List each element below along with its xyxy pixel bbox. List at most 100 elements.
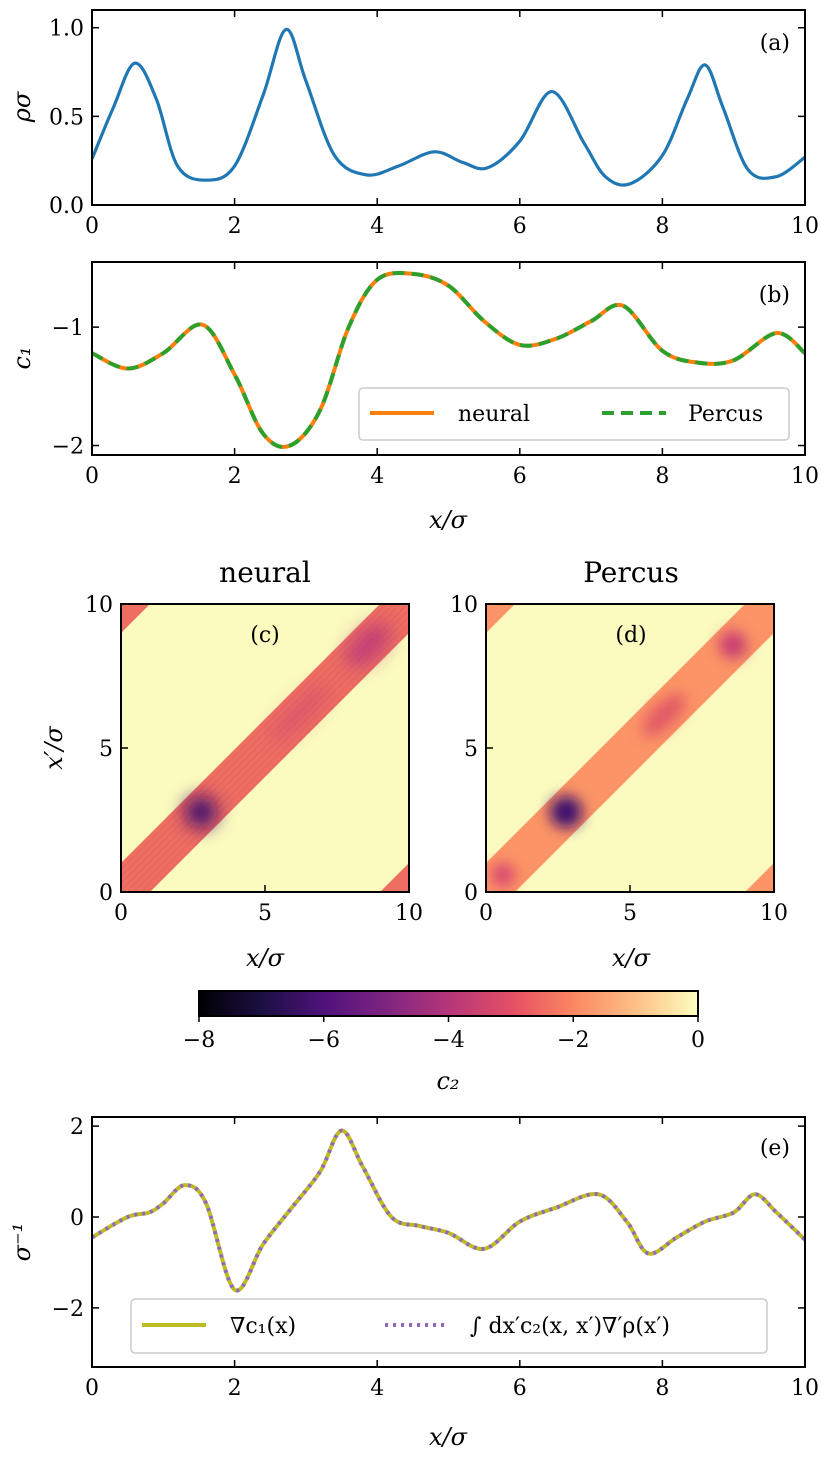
legend-int-label: ∫ dx′c₂(x, x′)∇′ρ(x′) (470, 1314, 670, 1339)
colorbar-gradient (198, 990, 699, 1017)
panel-a-ylabel: ρσ (8, 91, 36, 123)
panel-c-ylabel: x′/σ (40, 726, 68, 770)
x-tick-label: 8 (655, 464, 669, 489)
c2-spot-upper (719, 631, 747, 659)
percus-line (92, 270, 805, 449)
x-tick-label: 10 (791, 464, 819, 489)
x-tick-label: 4 (370, 1376, 384, 1401)
y-tick-label: 10 (450, 593, 478, 618)
x-tick-label: 10 (791, 1376, 819, 1401)
legend-percus-label: Percus (688, 402, 763, 427)
panel-a-plot-area (92, 27, 805, 187)
y-tick-label: 0 (99, 881, 113, 906)
panel-e-legend: ∇c₁(x) ∫ dx′c₂(x, x′)∇′ρ(x′) (130, 1298, 768, 1354)
y-tick-label: −2 (52, 435, 84, 460)
y-tick-label: −1 (52, 316, 84, 341)
c2-spot-upper (345, 622, 391, 668)
panel-e: 0 2 4 6 8 10 −2 0 2 σ⁻¹ x/σ (e) ∇c₁(x) ∫ dx′c₂(… (8, 1115, 819, 1451)
panel-e-ylabel: σ⁻¹ (8, 1223, 36, 1262)
colorbar-tick-label: −4 (432, 1028, 464, 1053)
colorbar-ticks: −8 −6 −4 −2 0 (183, 1016, 705, 1053)
panel-d-xlabel: x/σ (612, 944, 651, 972)
colorbar: −8 −6 −4 −2 0 c₂ (183, 990, 705, 1095)
c2-spot-mid (642, 693, 686, 737)
panel-a: 0 2 4 6 8 10 0.0 0.5 1.0 ρσ (a) (8, 9, 819, 239)
x-tick-label: 0 (85, 214, 99, 239)
panel-b-yticks: −2 −1 (52, 316, 805, 460)
y-tick-label: 0 (70, 1206, 84, 1231)
panel-d-ticks: 0 5 10 0 5 10 (450, 593, 788, 926)
x-tick-label: 2 (228, 1376, 242, 1401)
panel-b-plot-area (92, 270, 805, 449)
panel-b-frame (91, 261, 806, 456)
c2-band-corner-tl (486, 604, 515, 633)
panel-e-xlabel: x/σ (429, 1423, 468, 1451)
panel-d-heatmap (486, 604, 774, 892)
panel-d: Percus 0 5 10 0 5 10 x/σ (d) (450, 556, 788, 972)
y-tick-label: 1.0 (49, 17, 84, 42)
c2-band-corner-tl (121, 604, 150, 633)
x-tick-label: 2 (228, 214, 242, 239)
y-tick-label: 0 (464, 881, 478, 906)
panel-c-label: (c) (250, 623, 280, 648)
legend-grad-label: ∇c₁(x) (230, 1314, 296, 1339)
panel-c-title: neural (219, 556, 311, 589)
panel-e-label: (e) (760, 1136, 790, 1161)
x-tick-label: 8 (655, 214, 669, 239)
x-tick-label: 2 (228, 464, 242, 489)
panel-d-title: Percus (583, 556, 679, 589)
y-tick-label: 5 (464, 737, 478, 762)
x-tick-label: 0 (114, 901, 128, 926)
x-tick-label: 0 (85, 1376, 99, 1401)
x-tick-label: 6 (513, 214, 527, 239)
rho-density-line (92, 27, 805, 187)
panel-c-ticks: 0 5 10 0 5 10 (85, 593, 423, 926)
panel-e-frame (91, 1116, 806, 1368)
panel-b-legend: neural Percus (358, 387, 790, 441)
y-tick-label: 2 (70, 1115, 84, 1140)
panel-d-label: (d) (615, 623, 646, 648)
x-tick-label: 6 (513, 464, 527, 489)
c2-spot-0 (491, 863, 515, 887)
panel-b-xlabel: x/σ (429, 506, 468, 534)
panel-b-xticks: 0 2 4 6 8 10 (85, 262, 819, 489)
integral-c2-line (92, 1128, 805, 1293)
panel-c-heatmap (121, 604, 409, 892)
panel-e-yticks: −2 0 2 (52, 1115, 805, 1322)
c2-spot-main (550, 796, 582, 828)
colorbar-tick-label: 0 (691, 1028, 705, 1053)
c2-spot-main (185, 796, 217, 828)
y-tick-label: 5 (99, 737, 113, 762)
x-tick-label: 5 (623, 901, 637, 926)
x-tick-label: 10 (791, 214, 819, 239)
x-tick-label: 5 (258, 901, 272, 926)
panel-b-ylabel: c₁ (8, 346, 36, 369)
panel-b: 0 2 4 6 8 10 −2 −1 c₁ x/σ (b) neural Percus (8, 261, 819, 534)
panel-a-label: (a) (760, 31, 790, 56)
colorbar-label: c₂ (436, 1067, 459, 1095)
panel-c-xlabel: x/σ (246, 944, 285, 972)
colorbar-tick-label: −2 (557, 1028, 589, 1053)
panel-c: neural 0 5 10 0 5 10 x′/σ x/σ (c) (40, 556, 423, 972)
y-tick-label: 10 (85, 593, 113, 618)
x-tick-label: 10 (395, 901, 423, 926)
colorbar-tick-label: −8 (183, 1028, 215, 1053)
x-tick-label: 10 (760, 901, 788, 926)
x-tick-label: 0 (479, 901, 493, 926)
y-tick-label: 0.5 (49, 105, 84, 130)
colorbar-tick-label: −6 (308, 1028, 340, 1053)
x-tick-label: 4 (370, 464, 384, 489)
x-tick-label: 6 (513, 1376, 527, 1401)
panel-e-xticks: 0 2 4 6 8 10 (85, 1117, 819, 1401)
x-tick-label: 0 (85, 464, 99, 489)
c2-band-corner-br (745, 863, 774, 892)
y-tick-label: −2 (52, 1297, 84, 1322)
x-tick-label: 4 (370, 214, 384, 239)
grad-c1-line (92, 1128, 805, 1293)
y-tick-label: 0.0 (49, 194, 84, 219)
panel-b-label: (b) (759, 283, 790, 308)
panel-a-yticks: 0.0 0.5 1.0 (49, 17, 805, 219)
panel-e-plot-area (92, 1128, 805, 1293)
panel-a-frame (91, 9, 806, 206)
